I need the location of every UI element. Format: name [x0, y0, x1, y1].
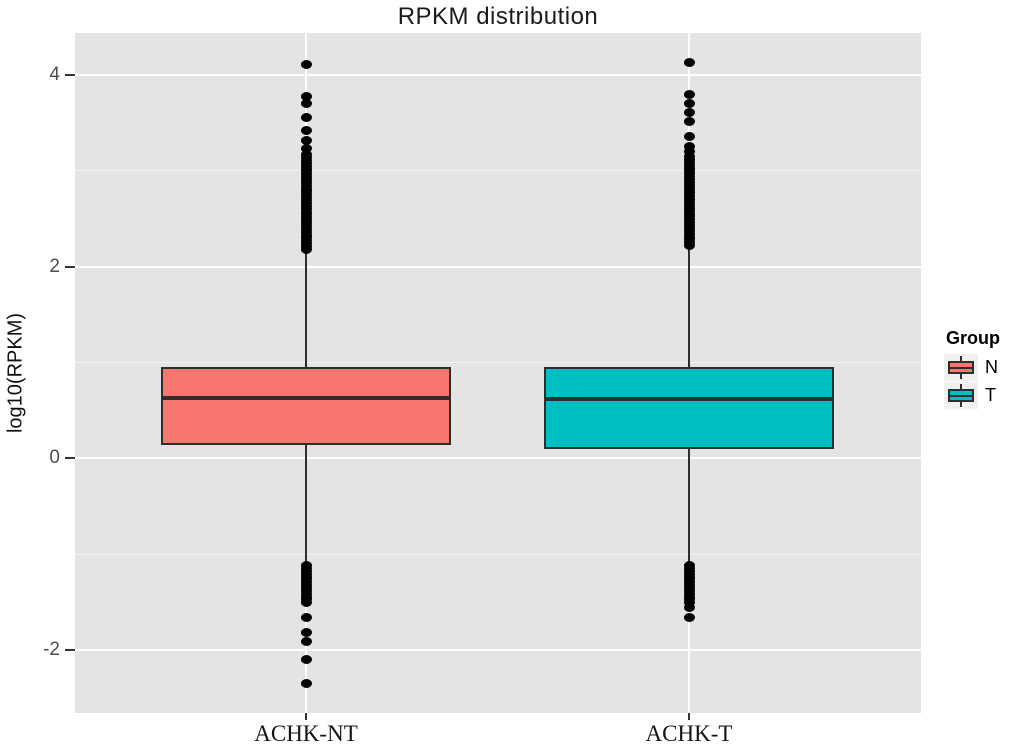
upper-whisker-line [305, 249, 307, 368]
outlier-dot [300, 126, 312, 136]
outlier-dot [300, 112, 312, 122]
outlier-dot [683, 89, 695, 99]
outlier-dot [300, 60, 312, 70]
outlier-dot [300, 244, 312, 254]
major-gridline [75, 74, 921, 77]
outlier-dot [300, 636, 312, 646]
chart-title: RPKM distribution [397, 3, 599, 30]
y-tick-label: -2 [43, 638, 60, 660]
outlier-dot [683, 241, 695, 251]
boxplot-box-N [161, 367, 451, 445]
outlier-dot [683, 612, 695, 622]
lower-whisker-line [305, 444, 307, 564]
legend-item-n: N [944, 353, 1022, 381]
legend-key-boxplot-glyph-t [944, 381, 978, 409]
lower-whisker-line [688, 448, 690, 564]
glyph-box-t [948, 388, 974, 402]
upper-whisker-line [688, 246, 690, 368]
outlier-dot [300, 99, 312, 109]
legend-key-boxplot-glyph-n [944, 353, 978, 381]
outlier-dot [300, 678, 312, 688]
outlier-dot [300, 144, 312, 154]
y-tick-label: 4 [49, 64, 60, 86]
minor-gridline [75, 170, 921, 172]
minor-gridline [75, 553, 921, 555]
outlier-dot [683, 116, 695, 126]
outlier-dot [300, 612, 312, 622]
outlier-dot [683, 58, 695, 68]
glyph-box-n [948, 360, 974, 374]
outlier-dot [683, 603, 695, 613]
legend-label-t: T [985, 384, 996, 405]
y-tick-label: 2 [49, 255, 60, 277]
legend-item-t: T [944, 381, 1022, 409]
outlier-dot [300, 654, 312, 664]
major-gridline [75, 457, 921, 460]
outlier-dot [300, 628, 312, 638]
x-axis-tick [688, 713, 690, 720]
outlier-dot [300, 135, 312, 145]
legend-title: Group [946, 328, 1000, 348]
plot-panel [75, 33, 921, 713]
y-axis-tick [65, 457, 75, 460]
y-axis-tick [65, 74, 75, 77]
y-axis-tick [65, 648, 75, 651]
outlier-dot [683, 142, 695, 152]
outlier-dot [683, 598, 695, 608]
legend: Group N T [944, 328, 1022, 409]
outlier-dot [300, 598, 312, 608]
major-gridline [75, 265, 921, 268]
x-axis-tick [305, 713, 307, 720]
median-line [161, 395, 451, 400]
outlier-dot [683, 147, 695, 157]
outlier-dot [300, 91, 312, 101]
y-axis-title: log10(RPKM) [4, 312, 27, 434]
x-axis-label: ACHK-T [645, 721, 733, 746]
outlier-dot [683, 131, 695, 141]
major-gridline [75, 648, 921, 651]
x-axis-label: ACHK-NT [254, 721, 358, 746]
y-axis-tick [65, 265, 75, 268]
minor-gridline [75, 361, 921, 363]
outlier-dot [683, 99, 695, 109]
legend-label-n: N [985, 356, 998, 377]
y-tick-label: 0 [49, 447, 60, 469]
boxplot-box-T [544, 367, 834, 449]
median-line [544, 396, 834, 401]
outlier-dot [683, 107, 695, 117]
